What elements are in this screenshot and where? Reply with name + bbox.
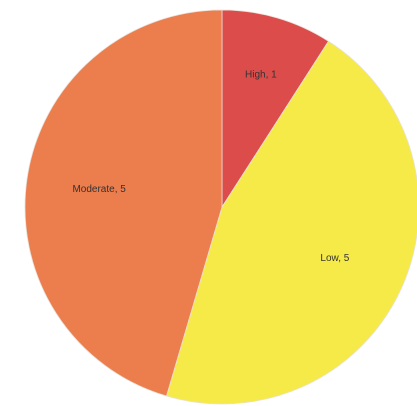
pie-slice: [24, 9, 223, 397]
data-label: Moderate, 5: [72, 184, 126, 195]
data-label: Low, 5: [320, 253, 349, 264]
pie-slice: [221, 9, 330, 209]
data-label: High, 1: [245, 69, 277, 80]
pie-slice: [166, 40, 417, 405]
